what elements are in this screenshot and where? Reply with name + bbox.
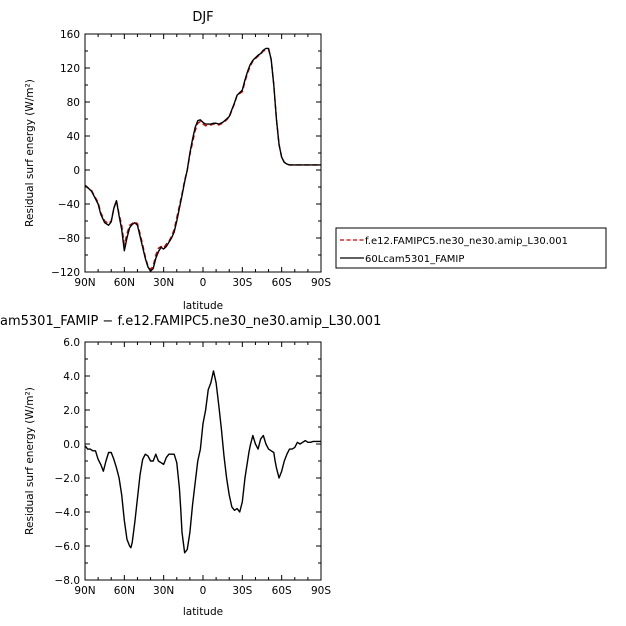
bottom-y-tick-label: 6.0 <box>63 337 80 349</box>
top-chart-ticks: 90N 60N 30N 0 30S 60S 90S −120 −80 −40 0 40 80 120 160 <box>51 29 331 289</box>
bottom-x-tick-label: 90S <box>311 585 331 597</box>
bottom-chart: am5301_FAMIP − f.e12.FAMIPC5.ne30_ne30.a… <box>0 314 381 618</box>
bottom-chart-ylabel: Residual surf energy (W/m²) <box>24 387 36 535</box>
bottom-x-tick-label: 0 <box>200 585 207 597</box>
bottom-chart-xlabel: latitude <box>183 606 223 618</box>
top-y-tick-label: 120 <box>60 63 80 75</box>
bottom-chart-frame <box>84 341 322 581</box>
bottom-y-tick-label: −8.0 <box>55 575 81 587</box>
top-chart-series <box>84 47 321 272</box>
top-x-tick-label: 30S <box>232 277 252 289</box>
bottom-y-tick-label: −4.0 <box>55 507 81 519</box>
top-y-tick-label: −120 <box>51 267 80 279</box>
bottom-y-tick-label: 2.0 <box>63 405 80 417</box>
top-y-tick-label: 80 <box>67 97 80 109</box>
top-series-line-1 <box>84 48 321 271</box>
bottom-x-tick-label: 60N <box>114 585 135 597</box>
bottom-x-tick-label: 30S <box>232 585 252 597</box>
bottom-x-tick-label: 60S <box>272 585 292 597</box>
top-series-line-2 <box>84 47 321 272</box>
bottom-series-line-1 <box>84 370 321 554</box>
top-x-tick-label: 90S <box>311 277 331 289</box>
bottom-chart-title: am5301_FAMIP − f.e12.FAMIPC5.ne30_ne30.a… <box>0 314 381 329</box>
bottom-chart-ticks: 90N 60N 30N 0 30S 60S 90S −8.0 −6.0 −4.0 −2.0 0.0 2.… <box>55 337 332 597</box>
legend-box <box>335 227 607 269</box>
top-x-tick-label: 60S <box>272 277 292 289</box>
top-x-tick-label: 60N <box>114 277 135 289</box>
top-x-tick-label: 30N <box>153 277 174 289</box>
top-y-tick-label: 40 <box>67 131 80 143</box>
bottom-x-tick-label: 90N <box>74 585 95 597</box>
legend: f.e12.FAMIPC5.ne30_ne30.amip_L30.001 60L… <box>335 227 607 269</box>
top-x-tick-label: 90N <box>74 277 95 289</box>
top-y-tick-label: −40 <box>58 199 80 211</box>
top-y-tick-label: 160 <box>60 29 80 41</box>
top-chart: DJF latitude Residual surf energy (W/m²)… <box>24 10 331 312</box>
legend-label-series-2: 60Lcam5301_FAMIP <box>365 254 464 265</box>
top-chart-frame <box>84 33 322 273</box>
top-chart-title: DJF <box>192 10 213 25</box>
top-y-tick-label: 0 <box>73 165 80 177</box>
legend-label-series-1: f.e12.FAMIPC5.ne30_ne30.amip_L30.001 <box>365 236 568 247</box>
top-x-tick-label: 0 <box>200 277 207 289</box>
bottom-x-tick-label: 30N <box>153 585 174 597</box>
top-chart-ylabel: Residual surf energy (W/m²) <box>24 79 36 227</box>
bottom-y-tick-label: −2.0 <box>55 473 81 485</box>
top-chart-xlabel: latitude <box>183 300 223 312</box>
top-y-tick-label: −80 <box>58 233 80 245</box>
bottom-y-tick-label: −6.0 <box>55 541 81 553</box>
bottom-y-tick-label: 4.0 <box>63 371 80 383</box>
bottom-chart-series <box>84 370 321 554</box>
bottom-y-tick-label: 0.0 <box>63 439 80 451</box>
